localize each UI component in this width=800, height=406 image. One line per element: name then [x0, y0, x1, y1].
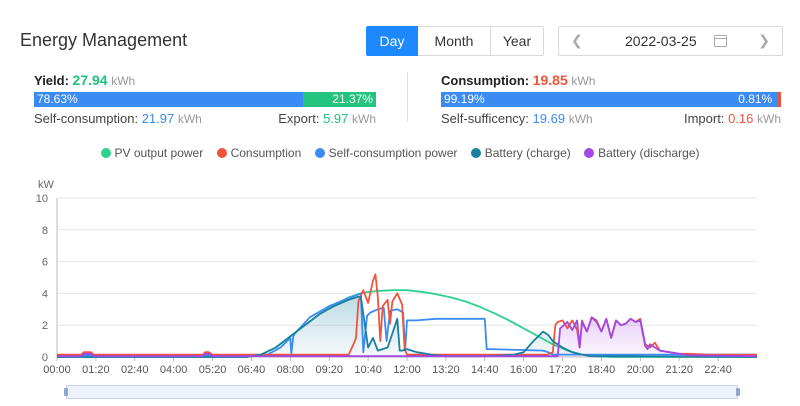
self-consumption-unit: kWh: [177, 112, 202, 126]
x-tick-label: 14:40: [471, 364, 499, 376]
legend-dot-icon: [100, 148, 111, 158]
y-tick-label: 8: [42, 225, 48, 237]
zoom-slider-handle-left[interactable]: [64, 388, 68, 396]
y-tick-label: 10: [36, 193, 48, 205]
self-sufficiency-unit: kWh: [568, 112, 593, 126]
x-tick-label: 18:40: [588, 364, 616, 376]
self-consumption-label: Self-consumption:: [34, 111, 139, 126]
import-unit: kWh: [757, 112, 781, 126]
battery-charge-area: [57, 296, 757, 357]
legend-item-self-consumption[interactable]: Self-consumption power: [314, 146, 458, 160]
divider: [407, 72, 408, 122]
calendar-icon[interactable]: [714, 35, 727, 47]
consumption-bar: 99.19% 0.81%: [441, 92, 781, 107]
y-tick-label: 4: [42, 288, 48, 300]
battery-discharge-line: [57, 316, 758, 358]
legend-label: Consumption: [230, 146, 302, 160]
consumption-bar-import: [778, 92, 781, 107]
yield-unit: kWh: [111, 74, 136, 88]
self-sufficiency-stat: Self-sufficency: 19.69 kWh: [441, 111, 593, 126]
x-tick-label: 17:20: [549, 364, 577, 376]
consumption-bar-self: 99.19%: [441, 92, 779, 107]
x-tick-label: 04:00: [160, 364, 188, 376]
x-tick-label: 13:20: [432, 364, 460, 376]
legend-dot-icon: [584, 148, 595, 158]
yield-bar-self: 78.63%: [34, 92, 303, 107]
x-tick-label: 21:20: [665, 364, 693, 376]
self-consumption-line: [57, 292, 757, 357]
page-title: Energy Management: [20, 30, 188, 50]
x-tick-label: 08:00: [277, 364, 305, 376]
y-tick-label: 2: [42, 320, 48, 332]
consumption-summary: Consumption: 19.85 kWh: [441, 72, 595, 88]
legend-item-pv[interactable]: PV output power: [100, 146, 204, 160]
x-tick-label: 05:20: [199, 364, 227, 376]
legend-dot-icon: [470, 148, 481, 158]
consumption-bar-import-pct: 0.81%: [738, 92, 773, 106]
legend-label: Self-consumption power: [328, 146, 458, 160]
x-tick-label: 22:40: [704, 364, 732, 376]
y-axis-label: kW: [38, 179, 55, 191]
y-tick-label: 6: [42, 257, 48, 269]
x-tick-label: 20:00: [627, 364, 655, 376]
import-label: Import:: [683, 111, 725, 126]
x-tick-label: 00:00: [43, 364, 71, 376]
date-picker[interactable]: ❮ 2022-03-25 ❯: [558, 26, 783, 56]
yield-value: 27.94: [72, 72, 108, 88]
tab-day[interactable]: Day: [366, 26, 418, 56]
chevron-right-icon[interactable]: ❯: [758, 32, 770, 48]
pv-output-line: [57, 289, 757, 358]
zoom-slider-handle-right[interactable]: [736, 388, 740, 396]
legend-item-battery-discharge[interactable]: Battery (discharge): [584, 146, 699, 160]
legend-dot-icon: [314, 148, 325, 158]
x-tick-label: 06:40: [238, 364, 266, 376]
yield-label: Yield:: [34, 73, 69, 88]
consumption-label: Consumption:: [441, 73, 530, 88]
y-tick-label: 0: [42, 352, 48, 364]
zoom-slider[interactable]: [64, 385, 740, 399]
self-sufficiency-value: 19.69: [532, 111, 566, 126]
tab-year[interactable]: Year: [491, 26, 544, 56]
consumption-value: 19.85: [532, 72, 568, 88]
legend-dot-icon: [216, 148, 227, 158]
export-value: 5.97: [323, 111, 349, 126]
legend-label: PV output power: [114, 146, 204, 160]
x-tick-label: 09:20: [315, 364, 343, 376]
import-stat: Import: 0.16 kWh: [684, 111, 781, 126]
export-unit: kWh: [352, 112, 376, 126]
period-selector: Day Month Year: [366, 26, 544, 56]
export-label: Export:: [278, 111, 320, 126]
x-tick-label: 12:00: [393, 364, 421, 376]
legend-item-battery-charge[interactable]: Battery (charge): [470, 146, 571, 160]
yield-summary: Yield: 27.94 kWh: [34, 72, 135, 88]
x-tick-label: 01:20: [82, 364, 110, 376]
yield-bar-export: 21.37%: [302, 92, 376, 107]
x-tick-label: 16:00: [510, 364, 538, 376]
self-consumption-stat: Self-consumption: 21.97 kWh: [34, 111, 202, 126]
legend-item-consumption[interactable]: Consumption: [216, 146, 302, 160]
consumption-line: [57, 273, 757, 356]
export-stat: Export: 5.97 kWh: [278, 111, 376, 126]
yield-bar: 78.63% 21.37%: [34, 92, 376, 107]
legend-label: Battery (charge): [484, 146, 571, 160]
legend-label: Battery (discharge): [598, 146, 700, 160]
import-value: 0.16: [728, 111, 754, 126]
chart-legend: PV output power Consumption Self-consump…: [0, 146, 800, 160]
self-sufficiency-label: Self-sufficency:: [441, 111, 529, 126]
x-tick-label: 02:40: [121, 364, 149, 376]
date-value[interactable]: 2022-03-25: [625, 33, 697, 49]
x-tick-label: 10:40: [354, 364, 382, 376]
consumption-unit: kWh: [571, 74, 596, 88]
self-consumption-value: 21.97: [141, 111, 175, 126]
chevron-left-icon[interactable]: ❮: [571, 32, 583, 48]
tab-month[interactable]: Month: [418, 26, 491, 56]
battery-charge-line: [57, 295, 758, 358]
battery-discharge-area: [57, 317, 757, 357]
